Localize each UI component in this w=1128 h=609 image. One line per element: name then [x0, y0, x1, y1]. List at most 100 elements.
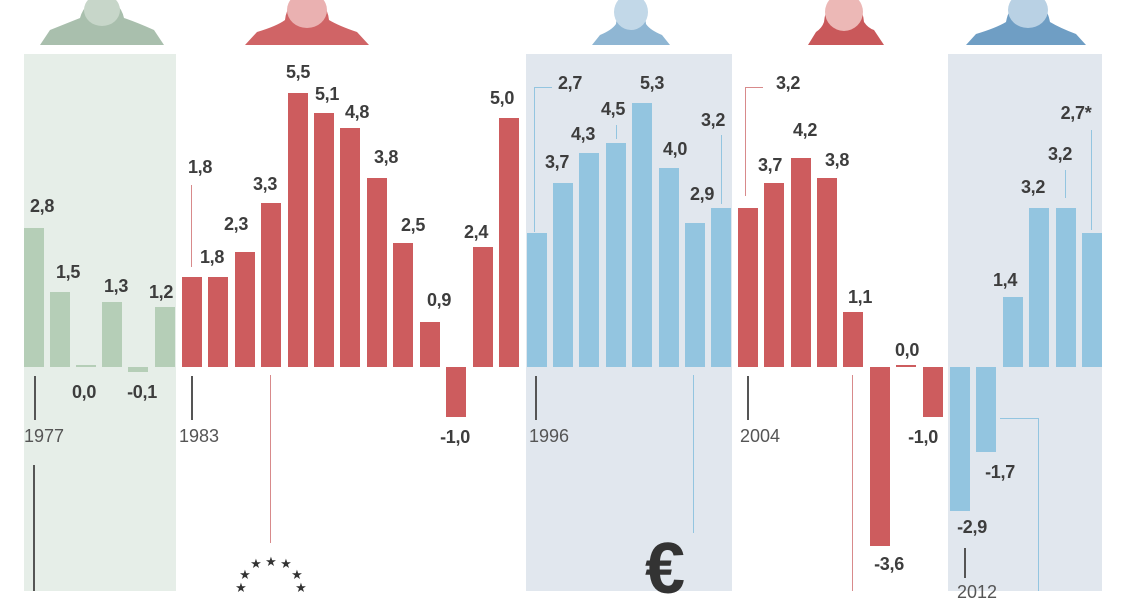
bar-1986 [261, 202, 281, 367]
tick-1977-long [33, 465, 35, 591]
bar-1999 [606, 142, 626, 367]
value-label-1992: 0,9 [426, 290, 452, 310]
value-label-1979: 0,0 [71, 382, 97, 402]
bar-2015 [1029, 207, 1049, 367]
value-label-2007: 3,8 [824, 150, 850, 170]
tick-2012 [964, 548, 966, 578]
value-label-2000: 5,3 [639, 73, 665, 93]
value-label-2005: 3,7 [757, 155, 783, 175]
ucd-period-band [24, 54, 176, 591]
tick-2004 [747, 376, 749, 420]
bar-1995 [499, 118, 519, 367]
bar-2016 [1056, 207, 1076, 367]
euro-icon: € [645, 529, 686, 609]
leader-2004-top-v [745, 87, 746, 196]
value-label-1977: 2,8 [29, 196, 55, 216]
bar-1982 [155, 307, 175, 367]
bar-1993 [446, 367, 466, 417]
value-label-2004: 3,2 [775, 73, 801, 93]
bar-1978 [50, 292, 70, 367]
bar-1998 [579, 152, 599, 367]
value-label-1994: 2,4 [463, 222, 489, 242]
bar-2012 [950, 367, 970, 512]
svg-text:★: ★ [250, 557, 262, 572]
bar-1981 [128, 367, 148, 372]
bar-2001 [659, 167, 679, 367]
bar-2004 [738, 207, 758, 367]
svg-text:★: ★ [291, 568, 303, 583]
year-label-2004: 2004 [740, 426, 781, 446]
bar-2007 [817, 177, 837, 367]
value-label-2010: 0,0 [894, 340, 920, 360]
svg-text:★: ★ [280, 557, 292, 572]
bar-2000 [632, 103, 652, 367]
value-label-1998: 4,3 [570, 124, 596, 144]
leader-2003 [721, 135, 722, 204]
value-label-1978: 1,5 [55, 262, 81, 282]
svg-text:★: ★ [235, 581, 247, 595]
tick-1983 [191, 376, 193, 420]
tick-1977 [34, 376, 36, 420]
portrait-rajoy [966, 0, 1086, 45]
value-label-1984: 1,8 [199, 247, 225, 267]
bar-2006 [791, 157, 811, 367]
value-label-2015: 3,2 [1020, 177, 1046, 197]
year-label-1983: 1983 [179, 426, 220, 446]
bar-1980 [102, 302, 122, 367]
leader-1996-top-h [534, 87, 552, 88]
portrait-zapatero [788, 0, 896, 45]
value-label-2009: -3,6 [874, 554, 904, 574]
value-label-1993: -1,0 [440, 427, 470, 447]
year-label-2012: 2012 [957, 582, 998, 602]
bar-1994 [473, 247, 493, 367]
bar-2017 [1082, 232, 1102, 367]
bar-1996 [527, 232, 547, 367]
bar-2003 [711, 207, 731, 367]
bar-2009 [870, 367, 890, 547]
leader-2013-h [1000, 418, 1038, 419]
value-label-2016: 3,2 [1047, 144, 1073, 164]
bar-1990 [367, 177, 387, 367]
value-label-2011: -1,0 [908, 427, 938, 447]
value-label-1985: 2,3 [223, 214, 249, 234]
svg-text:★: ★ [265, 555, 277, 570]
value-label-2012: -2,9 [957, 517, 987, 537]
value-label-1988: 5,1 [314, 84, 340, 104]
leader-1983-top [191, 185, 192, 267]
leader-2004-top-h [745, 87, 763, 88]
value-label-1982: 1,2 [148, 282, 174, 302]
portrait-suarez [40, 0, 164, 45]
eu-stars-icon: ★ ★ ★ ★ ★ ★ ★ [225, 550, 317, 596]
value-label-2001: 4,0 [662, 139, 688, 159]
leader-2016 [1065, 170, 1066, 198]
value-label-1990: 3,8 [373, 147, 399, 167]
value-label-2006: 4,2 [792, 120, 818, 140]
bar-1985 [235, 252, 255, 367]
value-label-2002: 2,9 [689, 184, 715, 204]
leader-1996-top-v [534, 87, 535, 232]
bar-2008 [843, 312, 863, 367]
year-label-1977: 1977 [24, 426, 65, 446]
value-label-1996: 2,7 [557, 73, 583, 93]
bar-1977 [24, 227, 44, 367]
leader-eu-accession [270, 375, 271, 543]
leader-1999 [616, 125, 617, 139]
leader-2013-v [1038, 418, 1039, 591]
tick-1996 [535, 376, 537, 420]
bar-1989 [340, 127, 360, 367]
bar-2010 [896, 365, 916, 367]
bar-2011 [923, 367, 943, 417]
bar-2013 [976, 367, 996, 452]
bar-2014 [1003, 297, 1023, 367]
value-label-2017: 2,7* [1060, 103, 1092, 123]
value-label-1986: 3,3 [252, 174, 278, 194]
bar-1979 [76, 365, 96, 367]
bar-1992 [420, 322, 440, 367]
value-label-1980: 1,3 [103, 276, 129, 296]
value-label-1987: 5,5 [285, 62, 311, 82]
value-label-2013: -1,7 [985, 462, 1015, 482]
bar-2005 [764, 182, 784, 367]
value-label-1995: 5,0 [489, 88, 515, 108]
bar-1987 [288, 93, 308, 367]
bar-1988 [314, 113, 334, 367]
